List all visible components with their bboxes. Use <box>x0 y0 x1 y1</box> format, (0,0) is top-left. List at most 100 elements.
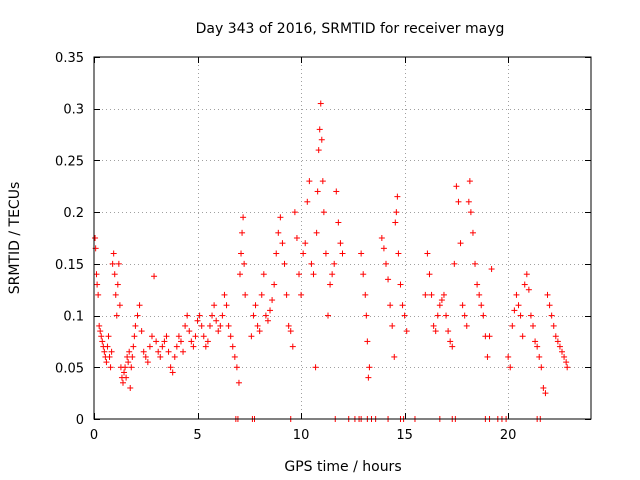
data-point <box>521 281 528 288</box>
data-point <box>127 384 134 391</box>
data-point <box>240 214 247 221</box>
data-point <box>457 240 464 247</box>
data-point <box>550 322 557 329</box>
data-point <box>264 317 271 324</box>
data-point <box>196 312 203 319</box>
data-point <box>96 322 103 329</box>
data-point <box>392 219 399 226</box>
data-point <box>111 271 118 278</box>
data-point <box>455 198 462 205</box>
data-point <box>304 198 311 205</box>
data-point <box>217 322 224 329</box>
data-point <box>110 250 117 257</box>
data-point <box>401 312 408 319</box>
data-point <box>335 219 342 226</box>
data-point <box>422 291 429 298</box>
data-point <box>363 312 370 319</box>
data-point <box>231 353 238 360</box>
data-point <box>277 214 284 221</box>
data-point <box>391 353 398 360</box>
x-tick-label: 0 <box>90 428 98 443</box>
data-point <box>527 312 534 319</box>
data-point <box>312 364 319 371</box>
data-point <box>250 312 257 319</box>
data-point <box>523 271 530 278</box>
x-tick-label: 5 <box>193 428 201 443</box>
axis-ticks <box>94 57 591 420</box>
data-point <box>112 291 119 298</box>
data-point <box>443 312 450 319</box>
data-point <box>227 333 234 340</box>
data-point <box>131 333 138 340</box>
data-point <box>466 178 473 185</box>
data-point <box>157 353 164 360</box>
data-point <box>315 147 322 154</box>
data-point <box>399 302 406 309</box>
data-point <box>182 322 189 329</box>
data-point <box>461 312 468 319</box>
data-point <box>213 317 220 324</box>
data-point <box>378 235 385 241</box>
y-tick-label: 0.1 <box>63 310 84 325</box>
data-point <box>275 229 282 236</box>
data-point <box>459 302 466 309</box>
data-point <box>126 348 133 355</box>
data-point <box>360 271 367 278</box>
data-point <box>556 343 563 350</box>
data-point <box>293 235 300 241</box>
data-point <box>320 209 327 216</box>
data-point <box>159 343 166 350</box>
x-tick-label: 20 <box>500 428 517 443</box>
data-point <box>532 338 539 345</box>
data-point <box>105 333 112 340</box>
data-point <box>515 302 522 309</box>
y-tick-label: 0.25 <box>55 154 84 169</box>
data-point <box>486 333 493 340</box>
data-point <box>395 250 402 257</box>
data-point <box>507 364 514 371</box>
data-point <box>339 250 346 257</box>
data-point <box>465 198 472 205</box>
data-point <box>289 343 296 350</box>
grid-lines <box>94 57 591 419</box>
data-point <box>552 333 559 340</box>
data-point <box>109 260 116 267</box>
data-point <box>380 245 387 252</box>
x-axis-label: GPS time / hours <box>284 459 401 475</box>
data-point <box>296 271 303 278</box>
data-point <box>125 359 132 366</box>
data-point <box>171 353 178 360</box>
data-point <box>476 291 483 298</box>
data-point <box>153 338 160 345</box>
data-point <box>119 379 126 386</box>
data-point <box>325 312 332 319</box>
data-point <box>440 291 447 298</box>
data-point <box>209 312 216 319</box>
data-point <box>200 333 207 340</box>
data-point <box>113 312 120 319</box>
data-point <box>242 291 249 298</box>
data-point <box>451 260 458 267</box>
data-point <box>165 348 172 355</box>
y-tick-label: 0 <box>76 413 84 428</box>
data-point <box>382 260 389 267</box>
x-tick-label: 15 <box>396 428 413 443</box>
data-point <box>403 328 410 335</box>
data-point <box>291 209 298 216</box>
data-point <box>302 240 309 247</box>
plot-frame <box>93 56 592 420</box>
data-point <box>104 343 111 350</box>
x-tick-labels: 0 5 10 15 20 <box>90 428 517 443</box>
data-point <box>229 343 236 350</box>
data-point <box>310 271 317 278</box>
data-point <box>554 338 561 345</box>
data-point <box>132 322 139 329</box>
data-point <box>287 328 294 335</box>
data-point <box>271 281 278 288</box>
data-point <box>331 260 338 267</box>
data-point <box>101 348 108 355</box>
data-point <box>114 281 121 288</box>
data-point <box>94 281 101 288</box>
data-point <box>546 302 553 309</box>
